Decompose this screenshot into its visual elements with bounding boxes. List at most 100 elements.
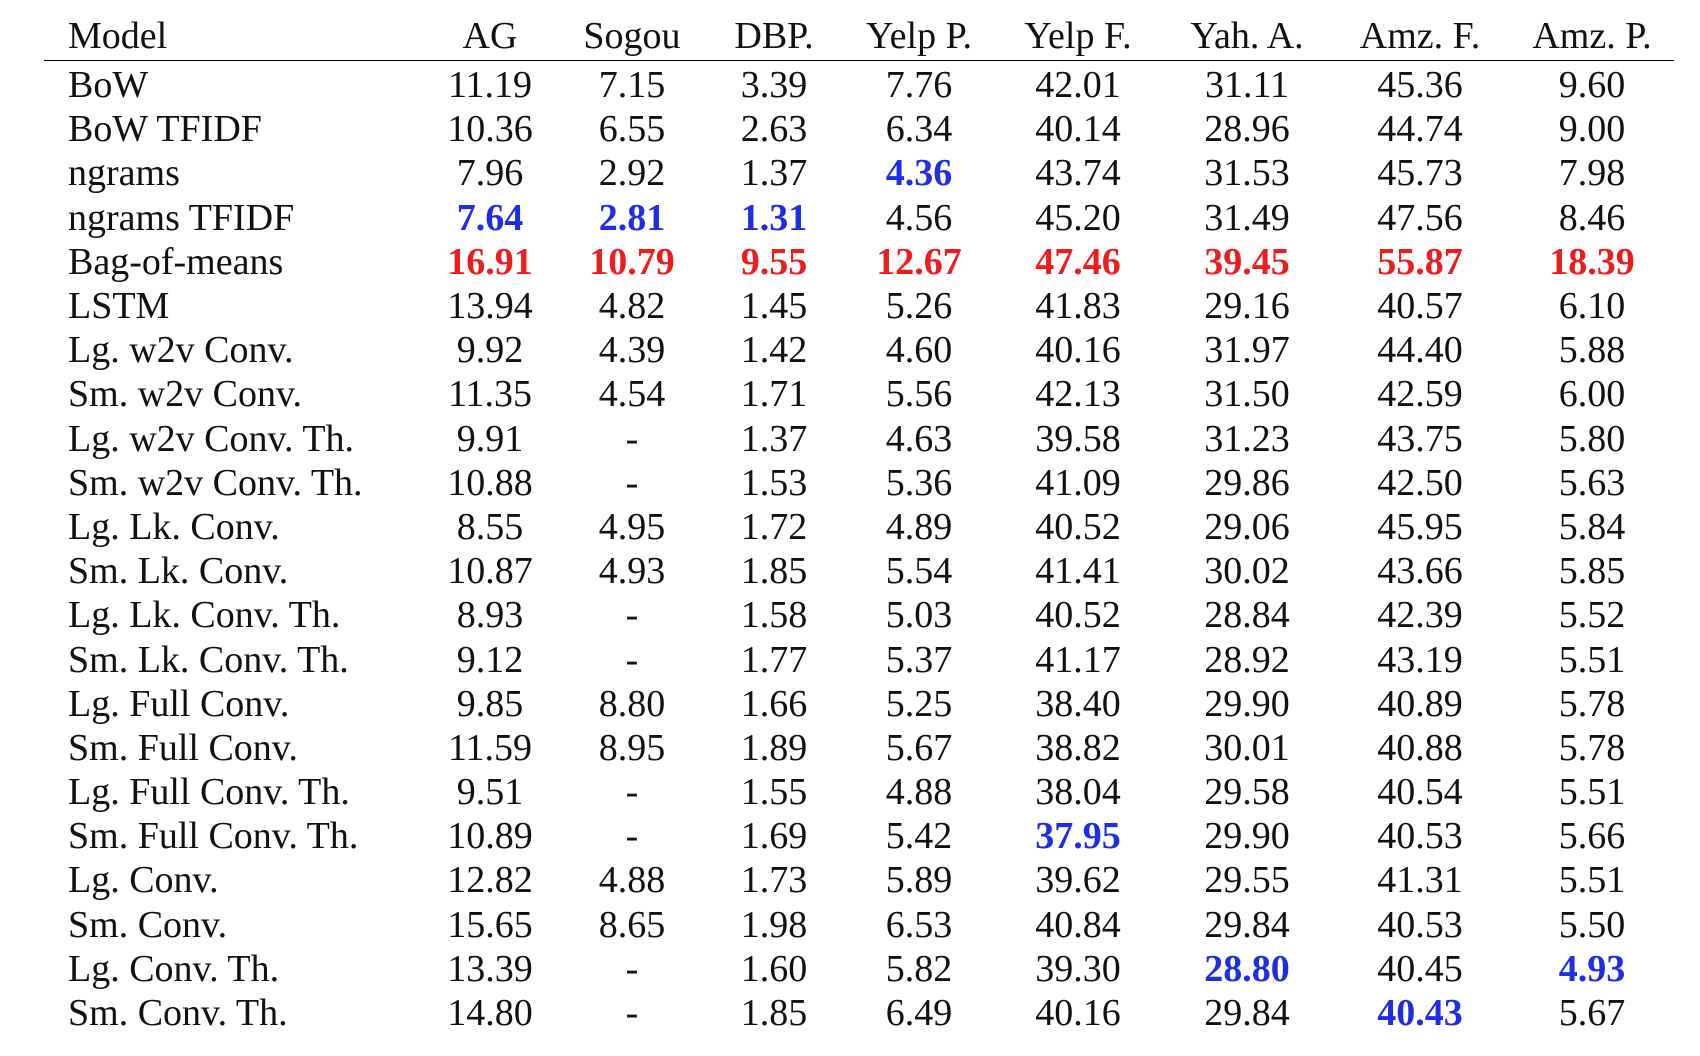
error-value-cell: 5.80 <box>1558 417 1626 460</box>
error-value-cell: 1.60 <box>740 947 808 990</box>
error-value-cell: 30.01 <box>1204 726 1290 769</box>
error-value-cell: 31.49 <box>1204 196 1290 239</box>
error-value-cell: 1.98 <box>740 903 808 946</box>
table-row: Lg. w2v Conv. Th. 9.91 - 1.37 4.63 39.58 31.23… <box>44 417 1674 461</box>
error-value-cell: 5.67 <box>1558 992 1626 1035</box>
error-value-cell: 9.60 <box>1558 64 1626 107</box>
error-value-cell: 9.12 <box>456 638 524 681</box>
results-table: Model AG Sogou DBP. Yelp P. Yelp F. Yah.… <box>44 12 1674 1035</box>
table-header: Model AG Sogou DBP. Yelp P. Yelp F. Yah.… <box>44 12 1674 61</box>
error-value-cell: 40.84 <box>1035 903 1121 946</box>
error-value-cell: 5.78 <box>1558 682 1626 725</box>
error-value-cell: 15.65 <box>447 903 533 946</box>
error-value-cell: 1.77 <box>740 638 808 681</box>
error-value-cell: 45.36 <box>1377 64 1463 107</box>
model-name-cell: Lg. w2v Conv. Th. <box>68 417 355 460</box>
error-value-cell: 9.92 <box>456 329 524 372</box>
model-name-cell: Sm. w2v Conv. Th. <box>68 461 363 504</box>
column-header-model: Model <box>44 12 418 61</box>
error-value-cell: 8.95 <box>598 726 666 769</box>
error-value-cell: - <box>625 594 639 637</box>
error-value-cell: 6.55 <box>598 108 666 151</box>
error-value-cell: 40.52 <box>1035 505 1121 548</box>
error-value-cell: 13.94 <box>447 285 533 328</box>
table-row: Lg. Lk. Conv. Th. 8.93 - 1.58 5.03 40.52 28.84… <box>44 593 1674 637</box>
error-value-cell: - <box>625 771 639 814</box>
column-header-ag: AG <box>418 12 562 61</box>
error-value-cell: 28.96 <box>1204 108 1290 151</box>
column-header-amazon-polarity: Amz. P. <box>1510 12 1674 61</box>
error-value-cell: 38.04 <box>1035 771 1121 814</box>
error-value-cell: 28.84 <box>1204 594 1290 637</box>
error-value-cell: 45.73 <box>1377 152 1463 195</box>
error-value-cell: 42.01 <box>1035 64 1121 107</box>
error-value-cell: 1.45 <box>740 285 808 328</box>
error-value-cell: 29.16 <box>1204 285 1290 328</box>
error-value-cell: 40.57 <box>1377 285 1463 328</box>
error-value-cell: 47.56 <box>1377 196 1463 239</box>
error-value-cell: 7.76 <box>885 64 953 107</box>
table-row: Bag-of-means 16.91 10.79 9.55 12.67 47.46 39.4… <box>44 240 1674 284</box>
error-value-cell: 1.66 <box>740 682 808 725</box>
error-value-cell: 10.87 <box>447 550 533 593</box>
error-value-cell: 41.41 <box>1035 550 1121 593</box>
error-value-cell: 37.95 <box>1035 815 1121 858</box>
table-row: Sm. Lk. Conv. 10.87 4.93 1.85 5.54 41.41 30.02… <box>44 549 1674 593</box>
error-value-cell: 47.46 <box>1035 240 1121 283</box>
error-value-cell: 7.64 <box>456 196 524 239</box>
model-name-cell: BoW <box>68 64 149 107</box>
column-header-dbpedia: DBP. <box>702 12 846 61</box>
error-value-cell: 4.54 <box>598 373 666 416</box>
error-value-cell: 2.92 <box>598 152 666 195</box>
error-value-cell: 43.74 <box>1035 152 1121 195</box>
error-value-cell: 1.72 <box>740 505 808 548</box>
error-value-cell: 5.54 <box>885 550 953 593</box>
error-value-cell: 6.00 <box>1558 373 1626 416</box>
table-row: Lg. Lk. Conv. 8.55 4.95 1.72 4.89 40.52 29.06 4… <box>44 505 1674 549</box>
error-value-cell: 40.43 <box>1377 992 1463 1035</box>
column-header-yelp-full: Yelp F. <box>992 12 1164 61</box>
model-name-cell: Bag-of-means <box>68 240 284 283</box>
error-value-cell: 31.50 <box>1204 373 1290 416</box>
error-value-cell: 1.85 <box>740 550 808 593</box>
error-value-cell: 42.13 <box>1035 373 1121 416</box>
error-value-cell: 18.39 <box>1549 240 1635 283</box>
error-value-cell: - <box>625 461 639 504</box>
error-value-cell: 40.88 <box>1377 726 1463 769</box>
error-value-cell: 1.69 <box>740 815 808 858</box>
error-value-cell: 43.75 <box>1377 417 1463 460</box>
error-value-cell: 41.31 <box>1377 859 1463 902</box>
error-value-cell: 10.88 <box>447 461 533 504</box>
error-value-cell: 29.90 <box>1204 815 1290 858</box>
error-value-cell: 1.31 <box>740 196 808 239</box>
model-name-cell: LSTM <box>68 285 170 328</box>
model-name-cell: Lg. Full Conv. <box>68 682 290 725</box>
model-name-cell: Sm. Conv. <box>68 903 228 946</box>
error-value-cell: 13.39 <box>447 947 533 990</box>
error-value-cell: 4.88 <box>598 859 666 902</box>
table-row: Sm. w2v Conv. 11.35 4.54 1.71 5.56 42.13 31.50… <box>44 372 1674 416</box>
error-value-cell: 7.98 <box>1558 152 1626 195</box>
error-value-cell: 5.26 <box>885 285 953 328</box>
error-value-cell: 10.36 <box>447 108 533 151</box>
table-row: Lg. Full Conv. Th. 9.51 - 1.55 4.88 38.04 29.5… <box>44 770 1674 814</box>
error-value-cell: 39.45 <box>1204 240 1290 283</box>
model-name-cell: Sm. Conv. Th. <box>68 992 288 1035</box>
error-value-cell: 38.82 <box>1035 726 1121 769</box>
table-row: Sm. Lk. Conv. Th. 9.12 - 1.77 5.37 41.17 28.92… <box>44 637 1674 681</box>
error-value-cell: 45.20 <box>1035 196 1121 239</box>
table-body: BoW 11.19 7.15 3.39 7.76 42.01 31.11 45.36 9.60 B… <box>44 61 1674 1036</box>
model-name-cell: Lg. Conv. Th. <box>68 947 280 990</box>
error-value-cell: 1.58 <box>740 594 808 637</box>
error-value-cell: 29.84 <box>1204 903 1290 946</box>
error-value-cell: 8.46 <box>1558 196 1626 239</box>
error-value-cell: - <box>625 947 639 990</box>
error-value-cell: 4.95 <box>598 505 666 548</box>
error-value-cell: 43.19 <box>1377 638 1463 681</box>
error-value-cell: 1.85 <box>740 992 808 1035</box>
error-value-cell: 31.97 <box>1204 329 1290 372</box>
error-value-cell: 39.62 <box>1035 859 1121 902</box>
error-value-cell: - <box>625 638 639 681</box>
error-value-cell: 40.14 <box>1035 108 1121 151</box>
error-value-cell: 6.49 <box>885 992 953 1035</box>
